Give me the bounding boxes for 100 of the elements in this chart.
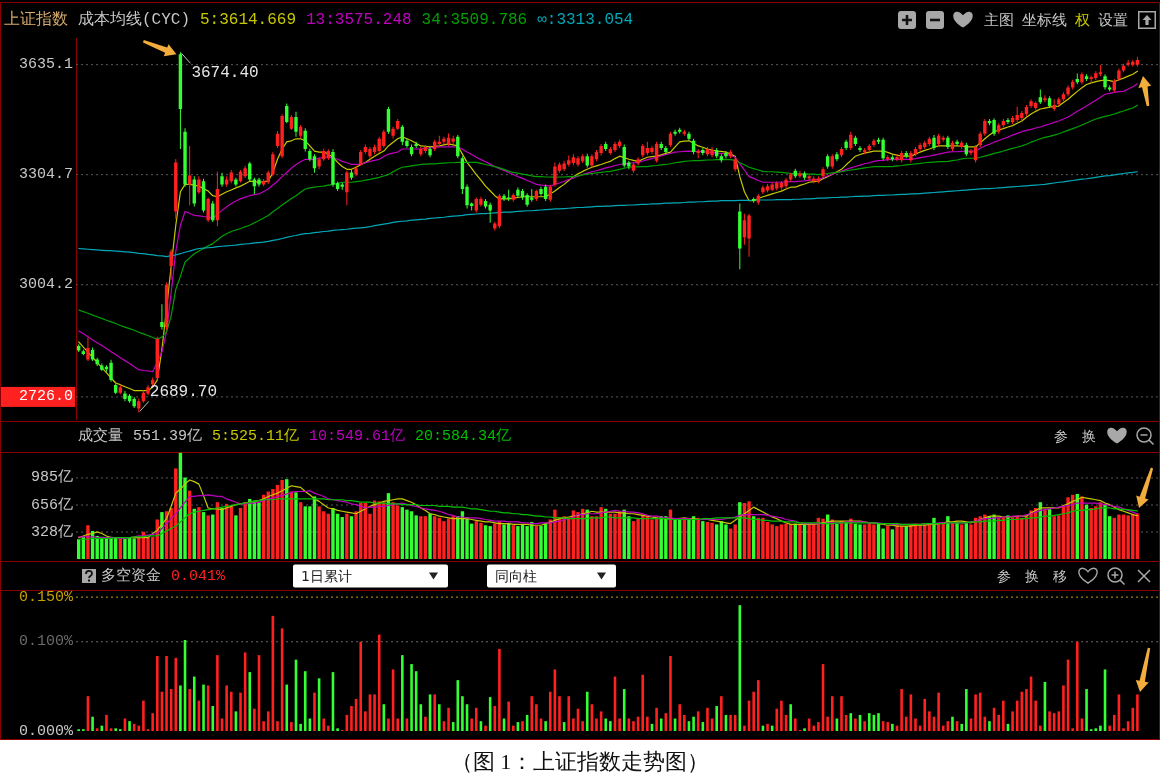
bar <box>220 507 224 559</box>
bar <box>516 526 520 559</box>
bar <box>401 655 404 731</box>
y-tick-label: 985亿 <box>30 469 73 487</box>
legend-title: 成本均线(CYC) <box>78 10 191 29</box>
y-tick-label: 0.000% <box>18 722 74 740</box>
candlestick <box>109 359 113 382</box>
bar <box>692 716 695 731</box>
candlestick <box>590 154 594 168</box>
candlestick <box>243 165 247 179</box>
bar <box>835 523 839 559</box>
candlestick <box>872 138 876 147</box>
bar <box>1131 707 1135 731</box>
candlestick <box>747 213 751 257</box>
bar <box>128 721 131 731</box>
bar <box>858 524 862 559</box>
bar <box>655 707 658 731</box>
bar <box>738 502 742 559</box>
y-tick-label: 656亿 <box>30 496 73 514</box>
candlestick <box>95 357 99 366</box>
bar <box>1085 689 1088 731</box>
bar <box>872 524 876 559</box>
bar <box>91 716 94 731</box>
bar <box>313 692 316 731</box>
bar <box>174 657 178 731</box>
bar <box>493 706 497 731</box>
bar <box>715 706 718 731</box>
bar <box>1048 711 1051 731</box>
bar <box>1066 497 1070 559</box>
candlestick <box>1043 95 1047 103</box>
bar <box>179 685 182 731</box>
bar <box>1062 685 1065 731</box>
bar <box>900 689 903 731</box>
annotation: 3674.40 <box>191 64 259 83</box>
bar <box>105 714 108 731</box>
bar <box>544 721 547 731</box>
candlestick <box>206 197 210 222</box>
bar <box>562 516 566 559</box>
bar <box>743 725 746 731</box>
bar <box>206 515 210 559</box>
bar <box>539 526 543 559</box>
bar <box>807 523 811 559</box>
bar <box>438 704 441 731</box>
bar <box>946 516 950 559</box>
bar <box>123 538 127 559</box>
candlestick <box>1126 59 1130 67</box>
bar <box>669 656 672 731</box>
bar <box>590 516 594 559</box>
candlestick <box>1057 97 1061 107</box>
y-tick-label: 328亿 <box>30 523 73 541</box>
bar <box>377 634 381 731</box>
bar <box>229 691 233 731</box>
bar <box>932 517 936 559</box>
bar <box>863 721 866 731</box>
candlestick <box>673 129 677 136</box>
candlestick <box>451 135 455 144</box>
bar <box>710 522 714 559</box>
bar <box>904 716 908 731</box>
candlestick <box>738 203 742 270</box>
bar <box>525 526 529 559</box>
bar <box>419 516 423 559</box>
bar <box>331 507 335 559</box>
bar <box>414 515 418 559</box>
bar <box>784 523 788 559</box>
bar <box>1080 496 1084 559</box>
candlestick <box>1052 99 1056 112</box>
text: 34:3509.786 <box>421 11 528 29</box>
bar <box>909 524 913 559</box>
candlestick <box>414 141 418 148</box>
y-tick-label: 0.150% <box>18 588 74 606</box>
bar <box>447 707 450 731</box>
bar <box>142 700 145 731</box>
bar <box>1025 689 1028 731</box>
bar <box>280 479 284 559</box>
bar <box>585 691 589 731</box>
bar <box>867 713 871 731</box>
bar <box>650 519 654 559</box>
candlestick <box>428 146 432 158</box>
candlestick <box>770 182 774 192</box>
bar <box>197 507 201 559</box>
bar <box>891 723 894 731</box>
bar <box>294 492 298 559</box>
text: ∞:3313.054 <box>537 11 634 29</box>
bar <box>622 689 626 731</box>
bar <box>248 672 252 731</box>
candlestick <box>197 176 201 194</box>
bar <box>1117 514 1121 559</box>
bar <box>599 507 603 559</box>
candlestick <box>1080 72 1084 85</box>
candlestick <box>576 156 580 167</box>
text: 坐标线 <box>1022 11 1067 29</box>
bar <box>918 525 922 559</box>
bar <box>336 728 339 731</box>
bar <box>766 723 769 731</box>
bar <box>965 689 968 731</box>
bar <box>960 723 964 731</box>
bar <box>997 714 1001 731</box>
bar <box>1076 641 1079 731</box>
bar <box>479 522 483 559</box>
bar <box>724 524 728 559</box>
